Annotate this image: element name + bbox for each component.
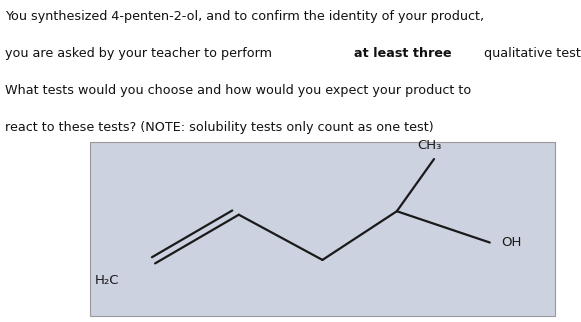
Text: at least three: at least three: [354, 47, 452, 60]
Text: You synthesized 4-penten-2-ol, and to confirm the identity of your product,: You synthesized 4-penten-2-ol, and to co…: [5, 10, 484, 23]
Text: react to these tests? (NOTE: solubility tests only count as one test): react to these tests? (NOTE: solubility …: [5, 121, 433, 134]
Text: you are asked by your teacher to perform: you are asked by your teacher to perform: [5, 47, 275, 60]
Bar: [90, 142, 555, 316]
Text: OH: OH: [501, 236, 522, 249]
Text: H₂C: H₂C: [95, 274, 119, 287]
Text: What tests would you choose and how would you expect your product to: What tests would you choose and how woul…: [5, 84, 471, 97]
Text: CH₃: CH₃: [417, 139, 442, 152]
Text: qualitative tests.: qualitative tests.: [480, 47, 581, 60]
